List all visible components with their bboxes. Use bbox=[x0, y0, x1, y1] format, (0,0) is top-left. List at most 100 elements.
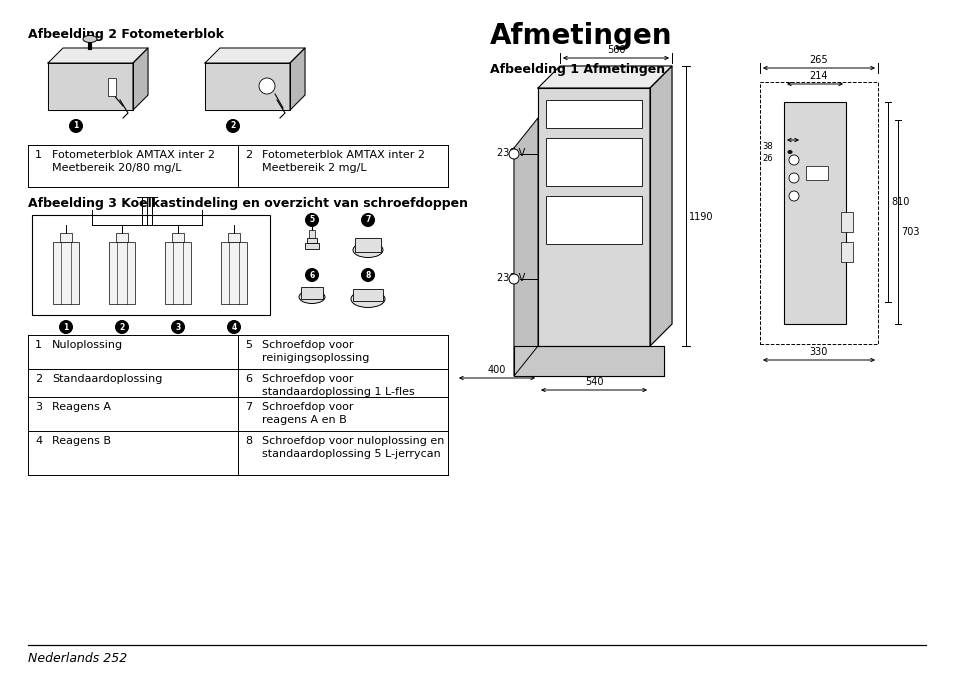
Bar bbox=[108, 78, 116, 96]
Circle shape bbox=[361, 268, 375, 282]
Text: 3: 3 bbox=[35, 402, 42, 412]
Bar bbox=[760, 82, 877, 344]
Text: 5: 5 bbox=[309, 216, 314, 224]
Ellipse shape bbox=[353, 243, 382, 257]
Text: 6: 6 bbox=[309, 270, 314, 280]
Polygon shape bbox=[290, 48, 305, 110]
Circle shape bbox=[509, 274, 518, 284]
Bar bbox=[109, 242, 135, 304]
Text: Afbeelding 1 Afmetingen: Afbeelding 1 Afmetingen bbox=[490, 63, 664, 76]
Text: 230 V: 230 V bbox=[497, 273, 525, 283]
Bar bbox=[165, 242, 191, 304]
Bar bbox=[545, 100, 641, 128]
Polygon shape bbox=[48, 63, 132, 110]
Text: Nuloplossing: Nuloplossing bbox=[52, 340, 123, 350]
Text: 6: 6 bbox=[245, 374, 252, 384]
Text: Nederlands 252: Nederlands 252 bbox=[28, 652, 127, 665]
Text: Afbeelding 3 Koelkastindeling en overzicht van schroefdoppen: Afbeelding 3 Koelkastindeling en overzic… bbox=[28, 197, 468, 210]
Text: 265: 265 bbox=[809, 55, 827, 65]
Bar bbox=[545, 196, 641, 244]
Circle shape bbox=[305, 268, 318, 282]
Circle shape bbox=[788, 191, 799, 201]
Text: 38: 38 bbox=[761, 142, 772, 151]
Bar bbox=[355, 238, 380, 252]
Bar bbox=[309, 230, 314, 238]
Polygon shape bbox=[205, 63, 290, 110]
Bar bbox=[53, 242, 79, 304]
Circle shape bbox=[172, 321, 184, 334]
Circle shape bbox=[788, 155, 799, 165]
Bar bbox=[841, 212, 852, 232]
Circle shape bbox=[59, 321, 72, 334]
Polygon shape bbox=[514, 118, 537, 376]
Circle shape bbox=[226, 119, 239, 133]
Bar bbox=[228, 233, 240, 242]
Bar bbox=[221, 242, 247, 304]
Text: 1190: 1190 bbox=[688, 212, 713, 222]
Bar bbox=[116, 233, 128, 242]
Bar bbox=[545, 138, 641, 186]
Text: 7: 7 bbox=[365, 216, 371, 224]
Text: 7: 7 bbox=[245, 402, 252, 412]
Circle shape bbox=[227, 321, 240, 334]
Ellipse shape bbox=[351, 290, 385, 307]
Text: 3: 3 bbox=[175, 322, 180, 332]
Bar bbox=[32, 215, 270, 315]
Bar bbox=[783, 102, 845, 324]
Polygon shape bbox=[537, 88, 649, 346]
Text: 703: 703 bbox=[900, 227, 919, 237]
Text: Reagens A: Reagens A bbox=[52, 402, 111, 412]
Polygon shape bbox=[514, 346, 663, 376]
Bar bbox=[172, 233, 184, 242]
Text: 4: 4 bbox=[35, 436, 42, 446]
Text: 330: 330 bbox=[809, 347, 827, 357]
Ellipse shape bbox=[298, 290, 325, 303]
Bar bbox=[305, 243, 318, 249]
Text: 5: 5 bbox=[245, 340, 252, 350]
Text: Standaardoplossing: Standaardoplossing bbox=[52, 374, 162, 384]
Text: 560: 560 bbox=[606, 45, 624, 55]
Bar bbox=[60, 233, 71, 242]
Polygon shape bbox=[48, 48, 148, 63]
Text: 1: 1 bbox=[63, 322, 69, 332]
Text: 2: 2 bbox=[245, 150, 252, 160]
Circle shape bbox=[361, 214, 375, 226]
Bar bbox=[841, 242, 852, 262]
Text: 1: 1 bbox=[35, 150, 42, 160]
Text: Afbeelding 2 Fotometerblok: Afbeelding 2 Fotometerblok bbox=[28, 28, 224, 41]
Text: 2: 2 bbox=[35, 374, 42, 384]
Text: 540: 540 bbox=[584, 377, 602, 387]
Polygon shape bbox=[205, 48, 305, 63]
Text: Afmetingen: Afmetingen bbox=[490, 22, 672, 50]
Polygon shape bbox=[537, 66, 671, 88]
Ellipse shape bbox=[83, 36, 97, 42]
Circle shape bbox=[258, 78, 274, 94]
Text: Schroefdop voor
standaardoplossing 1 L-fles: Schroefdop voor standaardoplossing 1 L-f… bbox=[262, 374, 415, 397]
Bar bbox=[805, 166, 827, 180]
Text: 1: 1 bbox=[73, 121, 78, 131]
Text: Fotometerblok AMTAX inter 2
Meetbereik 20/80 mg/L: Fotometerblok AMTAX inter 2 Meetbereik 2… bbox=[52, 150, 214, 173]
Text: Reagens B: Reagens B bbox=[52, 436, 111, 446]
Text: 8: 8 bbox=[365, 270, 371, 280]
Text: 2: 2 bbox=[230, 121, 235, 131]
Text: 1: 1 bbox=[35, 340, 42, 350]
Text: Schroefdop voor
reagens A en B: Schroefdop voor reagens A en B bbox=[262, 402, 354, 425]
Text: 230 V: 230 V bbox=[497, 148, 525, 158]
Polygon shape bbox=[132, 48, 148, 110]
Circle shape bbox=[115, 321, 129, 334]
Text: Fotometerblok AMTAX inter 2
Meetbereik 2 mg/L: Fotometerblok AMTAX inter 2 Meetbereik 2… bbox=[262, 150, 424, 173]
Text: Schroefdop voor nuloplossing en
standaardoplossing 5 L-jerrycan: Schroefdop voor nuloplossing en standaar… bbox=[262, 436, 444, 459]
Text: 810: 810 bbox=[890, 197, 908, 207]
Bar bbox=[353, 289, 382, 301]
Text: 400: 400 bbox=[487, 365, 506, 375]
Text: Schroefdop voor
reinigingsoplossing: Schroefdop voor reinigingsoplossing bbox=[262, 340, 369, 363]
Text: 214: 214 bbox=[809, 71, 827, 81]
Bar bbox=[301, 287, 323, 299]
Circle shape bbox=[70, 119, 82, 133]
Polygon shape bbox=[649, 66, 671, 346]
Text: 4: 4 bbox=[232, 322, 236, 332]
Circle shape bbox=[788, 173, 799, 183]
Text: 8: 8 bbox=[245, 436, 252, 446]
Bar bbox=[307, 238, 316, 243]
Circle shape bbox=[509, 149, 518, 159]
